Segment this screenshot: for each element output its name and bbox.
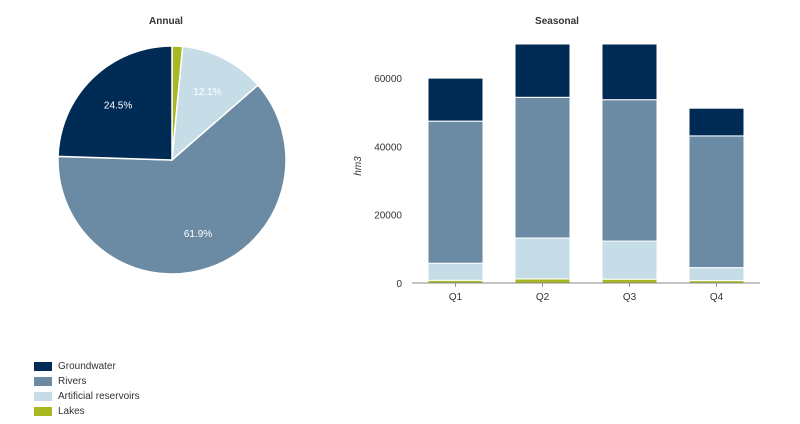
bar-title: Seasonal bbox=[535, 16, 579, 27]
legend-item: Artificial reservoirs bbox=[34, 389, 140, 404]
bar-q4-rivers bbox=[688, 135, 745, 269]
y-tick-label: 20000 bbox=[374, 211, 402, 222]
bar-q4-artificial-reservoirs bbox=[688, 267, 745, 282]
legend-swatch bbox=[34, 377, 52, 386]
pie-slice-artificial-reservoirs bbox=[171, 45, 260, 162]
bar-q1-artificial-reservoirs bbox=[427, 262, 484, 281]
x-tick-label: Q1 bbox=[449, 292, 463, 303]
pie-chart: 12.1% 61.9% 24.5% bbox=[57, 45, 287, 275]
legend-label: Rivers bbox=[58, 376, 87, 387]
legend-item: Lakes bbox=[34, 404, 140, 419]
legend-swatch bbox=[34, 392, 52, 401]
pie-slice-groundwater bbox=[57, 45, 173, 161]
pie-slice-label: 24.5% bbox=[104, 100, 132, 111]
legend-item: Groundwater bbox=[34, 359, 140, 374]
legend-label: Groundwater bbox=[58, 361, 116, 372]
y-axis-label: hm3 bbox=[353, 156, 364, 176]
legend-swatch bbox=[34, 362, 52, 371]
legend-label: Artificial reservoirs bbox=[58, 391, 140, 402]
bar-q2-groundwater bbox=[514, 43, 571, 98]
bar-q1-rivers bbox=[427, 120, 484, 264]
x-tick-label: Q2 bbox=[536, 292, 550, 303]
bar-q3-artificial-reservoirs bbox=[601, 240, 658, 280]
bar-q3-rivers bbox=[601, 99, 658, 242]
y-tick-label: 40000 bbox=[374, 142, 402, 153]
bar-q4-groundwater bbox=[688, 107, 745, 137]
bar-q3-lakes bbox=[601, 278, 658, 284]
bar-q2-artificial-reservoirs bbox=[514, 237, 571, 280]
bar-q1-groundwater bbox=[427, 77, 484, 122]
bar-q3-groundwater bbox=[601, 43, 658, 101]
pie-title: Annual bbox=[149, 16, 183, 27]
legend-swatch bbox=[34, 407, 52, 416]
bar-q2-rivers bbox=[514, 96, 571, 239]
pie-slice-label: 61.9% bbox=[184, 229, 212, 240]
pie-slice-rivers bbox=[57, 84, 287, 275]
legend: Groundwater Rivers Artificial reservoirs… bbox=[34, 359, 140, 419]
bar-q2-lakes bbox=[514, 278, 571, 284]
bar-chart: 0 20000 40000 60000 Q1 Q2 Q3 Q4 bbox=[374, 43, 760, 303]
y-tick-label: 60000 bbox=[374, 74, 402, 85]
legend-label: Lakes bbox=[58, 406, 85, 417]
legend-item: Rivers bbox=[34, 374, 140, 389]
x-tick-label: Q4 bbox=[710, 292, 724, 303]
y-tick-label: 0 bbox=[396, 279, 402, 290]
x-tick-label: Q3 bbox=[623, 292, 637, 303]
pie-slice-label: 12.1% bbox=[193, 87, 221, 98]
